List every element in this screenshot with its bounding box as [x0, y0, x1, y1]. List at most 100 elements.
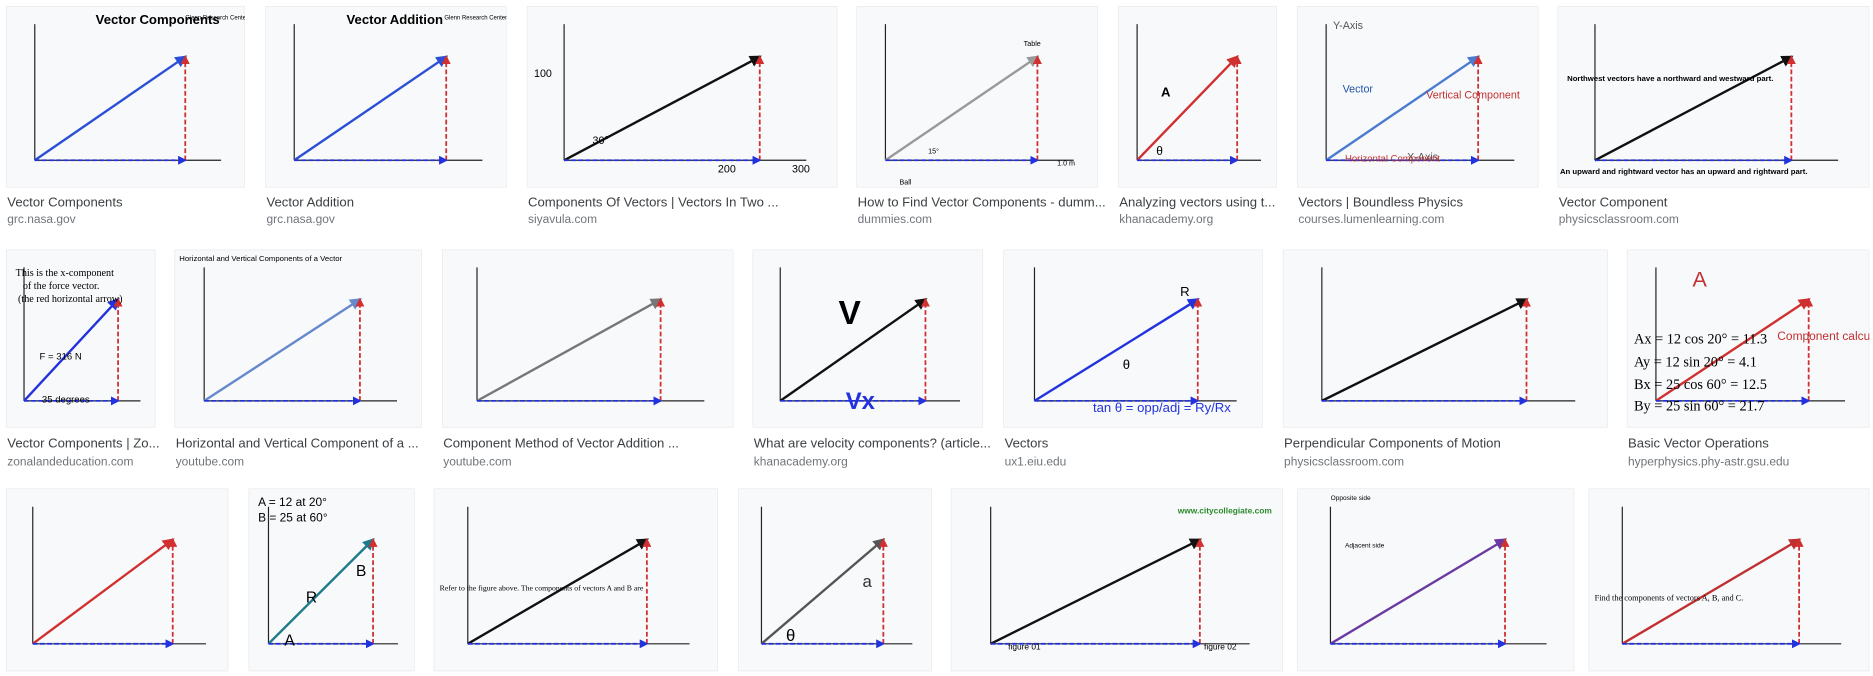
thumbnail-label: Find the components of vectors A, B, and… — [1595, 593, 1744, 602]
result-title[interactable]: Component Method of Vector Addition ... — [443, 436, 679, 451]
vector-arrow — [476, 298, 663, 402]
result-source[interactable]: khanacademy.org — [1119, 212, 1213, 226]
thumbnail[interactable]: Vector Addition Glenn Research Center — [265, 5, 507, 188]
thumbnail[interactable] — [1282, 249, 1608, 428]
thumbnail-label: Vector Addition — [346, 12, 443, 27]
result-card[interactable]: Table Ball 15° 1.0 m How to Find Vector Comp… — [856, 5, 1106, 226]
thumbnail[interactable]: Refer to the figure above. The component… — [433, 488, 718, 672]
vector-arrow — [779, 298, 928, 402]
thumbnail[interactable]: Horizontal and Vertical Components of a … — [174, 249, 422, 428]
result-title[interactable]: Vector Addition — [266, 195, 354, 210]
thumbnail-label: R — [1180, 284, 1189, 299]
thumbnail-label: Bx = 25 cos 60° = 12.5 — [1634, 377, 1767, 393]
result-card[interactable]: Component Method of Vector Addition ... y… — [442, 249, 734, 469]
result-source[interactable]: grc.nasa.gov — [7, 212, 75, 226]
result-title[interactable]: Vector Components | Zo... — [7, 436, 159, 451]
result-card[interactable]: Y-Axis X-Axis Vector Vertical Component Hori… — [1297, 5, 1539, 226]
vector-arrow — [884, 55, 1040, 162]
thumbnail-label: θ — [1123, 357, 1130, 372]
result-card[interactable]: This is the x-component of the force vect… — [6, 249, 160, 469]
thumbnail[interactable]: Table Ball 15° 1.0 m — [856, 5, 1098, 188]
thumbnail[interactable]: Northwest vectors have a northward and w… — [1557, 5, 1870, 188]
result-card[interactable]: www.citycollegiate.com figure 01 figure 02 — [950, 488, 1283, 672]
thumbnail[interactable]: This is the x-component of the force vect… — [6, 249, 156, 428]
thumbnail-label: An upward and rightward vector has an up… — [1560, 167, 1808, 176]
thumbnail[interactable]: Find the components of vectors A, B, and… — [1588, 488, 1870, 672]
vector-arrow — [267, 537, 375, 645]
result-card[interactable] — [6, 488, 229, 672]
thumbnail-label: Ax = 12 cos 20° = 11.3 — [1634, 332, 1767, 348]
thumbnail-label: Refer to the figure above. The component… — [440, 584, 644, 593]
thumbnail-label: Adjacent side — [1345, 543, 1385, 550]
result-source[interactable]: physicsclassroom.com — [1284, 454, 1404, 468]
thumbnail-label: This is the x-component — [16, 268, 114, 279]
result-source[interactable]: hyperphysics.phy-astr.gsu.edu — [1628, 454, 1789, 468]
result-card[interactable]: Vector Addition Glenn Research CenterVect… — [265, 5, 507, 226]
result-card[interactable]: A = 12 at 20° B = 25 at 60° R B A — [248, 488, 415, 672]
thumbnail-label: Vector — [1343, 83, 1374, 95]
result-title[interactable]: Basic Vector Operations — [1628, 436, 1769, 451]
thumbnail[interactable]: A = 12 at 20° B = 25 at 60° R B A — [248, 488, 415, 672]
result-title[interactable]: Perpendicular Components of Motion — [1284, 436, 1501, 451]
result-card[interactable]: Refer to the figure above. The component… — [433, 488, 718, 672]
result-title[interactable]: Vectors — [1005, 436, 1049, 451]
result-card[interactable]: 100 200 300 30° Components Of Vectors | Vect… — [526, 5, 838, 226]
thumbnail-label: Ball — [899, 179, 911, 187]
result-source[interactable]: grc.nasa.gov — [266, 212, 334, 226]
result-title[interactable]: Vectors | Boundless Physics — [1298, 195, 1463, 210]
result-title[interactable]: What are velocity components? (article..… — [754, 436, 991, 451]
result-source[interactable]: physicsclassroom.com — [1559, 212, 1679, 226]
thumbnail-label: R — [306, 589, 317, 606]
thumbnail-label: 1.0 m — [1057, 160, 1075, 168]
result-source[interactable]: zonalandeducation.com — [7, 454, 133, 468]
result-card[interactable]: Horizontal and Vertical Components of a … — [174, 249, 422, 469]
thumbnail-label: Ay = 12 sin 20° = 4.1 — [1634, 354, 1757, 370]
thumbnail[interactable]: 100 200 300 30° — [526, 5, 838, 188]
result-source[interactable]: siyavula.com — [528, 212, 597, 226]
thumbnail-label: X-Axis — [1407, 151, 1438, 163]
thumbnail-label: A — [1161, 85, 1171, 100]
thumbnail[interactable]: Y-Axis X-Axis Vector Vertical Component Hori… — [1297, 5, 1539, 188]
result-card[interactable]: Northwest vectors have a northward and w… — [1557, 5, 1870, 226]
result-card[interactable]: aθ — [738, 488, 932, 672]
thumbnail[interactable] — [6, 488, 229, 672]
result-card[interactable]: Rθ tan θ = opp/adj = Ry/Rx Vectors ux1.eiu.… — [1003, 249, 1263, 469]
thumbnail[interactable]: aθ — [738, 488, 932, 672]
thumbnail-label: Northwest vectors have a northward and w… — [1567, 74, 1773, 83]
thumbnail[interactable]: A Component calculation Ax = 12 cos 20° = … — [1626, 249, 1873, 428]
result-card[interactable]: Find the components of vectors A, B, and… — [1588, 488, 1870, 672]
result-card[interactable]: Aθ Analyzing vectors using t... khanacadem… — [1118, 5, 1277, 226]
thumbnail-label: A — [1693, 267, 1708, 291]
thumbnail[interactable]: Aθ — [1118, 5, 1277, 188]
result-source[interactable]: ux1.eiu.edu — [1005, 454, 1067, 468]
result-title[interactable]: How to Find Vector Components - dumm... — [858, 195, 1106, 210]
result-card[interactable]: Perpendicular Components of Motion physic… — [1282, 249, 1608, 469]
result-source[interactable]: courses.lumenlearning.com — [1298, 212, 1444, 226]
result-card[interactable]: V Vx What are velocity components? (articl… — [752, 249, 991, 469]
thumbnail-label: a — [862, 572, 872, 591]
result-title[interactable]: Vector Component — [1559, 195, 1668, 210]
thumbnail-label: Horizontal Component — [1345, 153, 1440, 164]
vector-arrow — [32, 538, 175, 645]
result-card[interactable]: Opposite side Adjacent side — [1297, 488, 1575, 672]
result-title[interactable]: Horizontal and Vertical Component of a .… — [176, 436, 419, 451]
thumbnail-label: θ — [1156, 144, 1163, 158]
thumbnail[interactable]: www.citycollegiate.com figure 01 figure 02 — [950, 488, 1283, 672]
result-title[interactable]: Components Of Vectors | Vectors In Two .… — [528, 195, 778, 210]
result-source[interactable]: khanacademy.org — [754, 454, 848, 468]
result-source[interactable]: youtube.com — [176, 454, 244, 468]
result-source[interactable]: youtube.com — [443, 454, 511, 468]
thumbnail[interactable]: V Vx — [752, 249, 984, 428]
vector-arrow — [293, 55, 449, 162]
result-title[interactable]: Analyzing vectors using t... — [1119, 195, 1275, 210]
result-card[interactable]: A Component calculation Ax = 12 cos 20° = … — [1626, 249, 1873, 469]
result-source[interactable]: dummies.com — [858, 212, 932, 226]
thumbnail[interactable]: Opposite side Adjacent side — [1297, 488, 1575, 672]
vector-arrow — [467, 538, 649, 645]
result-title[interactable]: Vector Components — [7, 195, 123, 210]
thumbnail[interactable]: Rθ tan θ = opp/adj = Ry/Rx — [1003, 249, 1263, 428]
thumbnail-label: 300 — [792, 163, 810, 175]
thumbnail[interactable] — [442, 249, 734, 428]
